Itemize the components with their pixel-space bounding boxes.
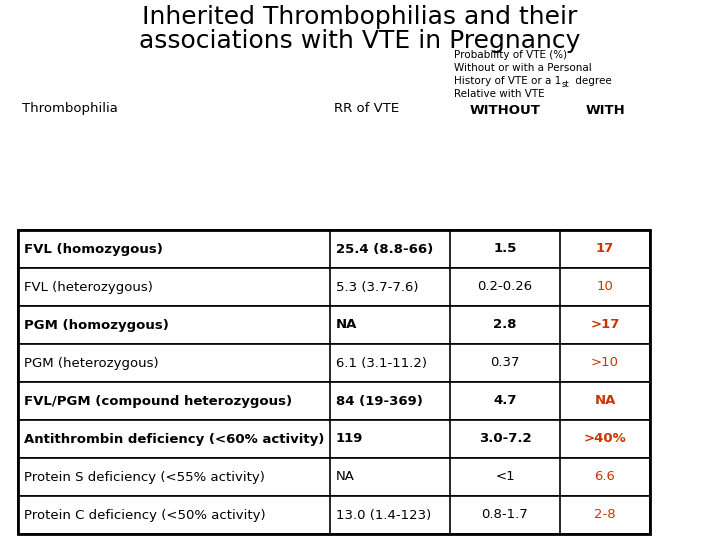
Text: 84 (19-369): 84 (19-369) <box>336 395 423 408</box>
Text: st: st <box>562 80 570 89</box>
Text: associations with VTE in Pregnancy: associations with VTE in Pregnancy <box>139 29 581 53</box>
Bar <box>18 496 650 534</box>
Text: 13.0 (1.4-123): 13.0 (1.4-123) <box>336 509 431 522</box>
Text: 17: 17 <box>596 242 614 255</box>
Text: >10: >10 <box>591 356 619 369</box>
Text: 0.2-0.26: 0.2-0.26 <box>477 280 533 294</box>
Text: RR of VTE: RR of VTE <box>334 102 399 115</box>
Bar <box>18 268 650 306</box>
Text: FVL/PGM (compound heterozygous): FVL/PGM (compound heterozygous) <box>24 395 292 408</box>
Text: Without or with a Personal: Without or with a Personal <box>454 63 592 73</box>
Text: WITH: WITH <box>585 104 625 117</box>
Bar <box>18 230 650 534</box>
Text: FVL (homozygous): FVL (homozygous) <box>24 242 163 255</box>
Text: 0.37: 0.37 <box>490 356 520 369</box>
Text: FVL (heterozygous): FVL (heterozygous) <box>24 280 153 294</box>
Text: Antithrombin deficiency (<60% activity): Antithrombin deficiency (<60% activity) <box>24 433 325 446</box>
Text: History of VTE or a 1: History of VTE or a 1 <box>454 76 562 86</box>
Bar <box>18 420 650 458</box>
Text: 25.4 (8.8-66): 25.4 (8.8-66) <box>336 242 433 255</box>
Text: <1: <1 <box>495 470 515 483</box>
Bar <box>18 344 650 382</box>
Text: 6.6: 6.6 <box>595 470 616 483</box>
Text: Relative with VTE: Relative with VTE <box>454 89 544 99</box>
Text: Protein S deficiency (<55% activity): Protein S deficiency (<55% activity) <box>24 470 265 483</box>
Text: WITHOUT: WITHOUT <box>469 104 541 117</box>
Text: 5.3 (3.7-7.6): 5.3 (3.7-7.6) <box>336 280 418 294</box>
Text: PGM (homozygous): PGM (homozygous) <box>24 319 169 332</box>
Text: 6.1 (3.1-11.2): 6.1 (3.1-11.2) <box>336 356 427 369</box>
Text: 119: 119 <box>336 433 364 446</box>
Text: 4.7: 4.7 <box>493 395 517 408</box>
Text: >40%: >40% <box>584 433 626 446</box>
Text: 10: 10 <box>597 280 613 294</box>
Text: NA: NA <box>336 319 357 332</box>
Text: PGM (heterozygous): PGM (heterozygous) <box>24 356 158 369</box>
Text: 2.8: 2.8 <box>493 319 517 332</box>
Text: degree: degree <box>572 76 612 86</box>
Text: >17: >17 <box>590 319 620 332</box>
Text: 3.0-7.2: 3.0-7.2 <box>479 433 531 446</box>
Bar <box>18 230 650 268</box>
Bar <box>18 306 650 344</box>
Text: Inherited Thrombophilias and their: Inherited Thrombophilias and their <box>143 5 577 29</box>
Bar <box>18 382 650 420</box>
Text: Probability of VTE (%): Probability of VTE (%) <box>454 50 567 60</box>
Text: NA: NA <box>336 470 355 483</box>
Bar <box>18 458 650 496</box>
Text: 0.8-1.7: 0.8-1.7 <box>482 509 528 522</box>
Text: 1.5: 1.5 <box>493 242 517 255</box>
Text: Thrombophilia: Thrombophilia <box>22 102 118 115</box>
Text: Protein C deficiency (<50% activity): Protein C deficiency (<50% activity) <box>24 509 266 522</box>
Text: 2-8: 2-8 <box>594 509 616 522</box>
Text: NA: NA <box>594 395 616 408</box>
